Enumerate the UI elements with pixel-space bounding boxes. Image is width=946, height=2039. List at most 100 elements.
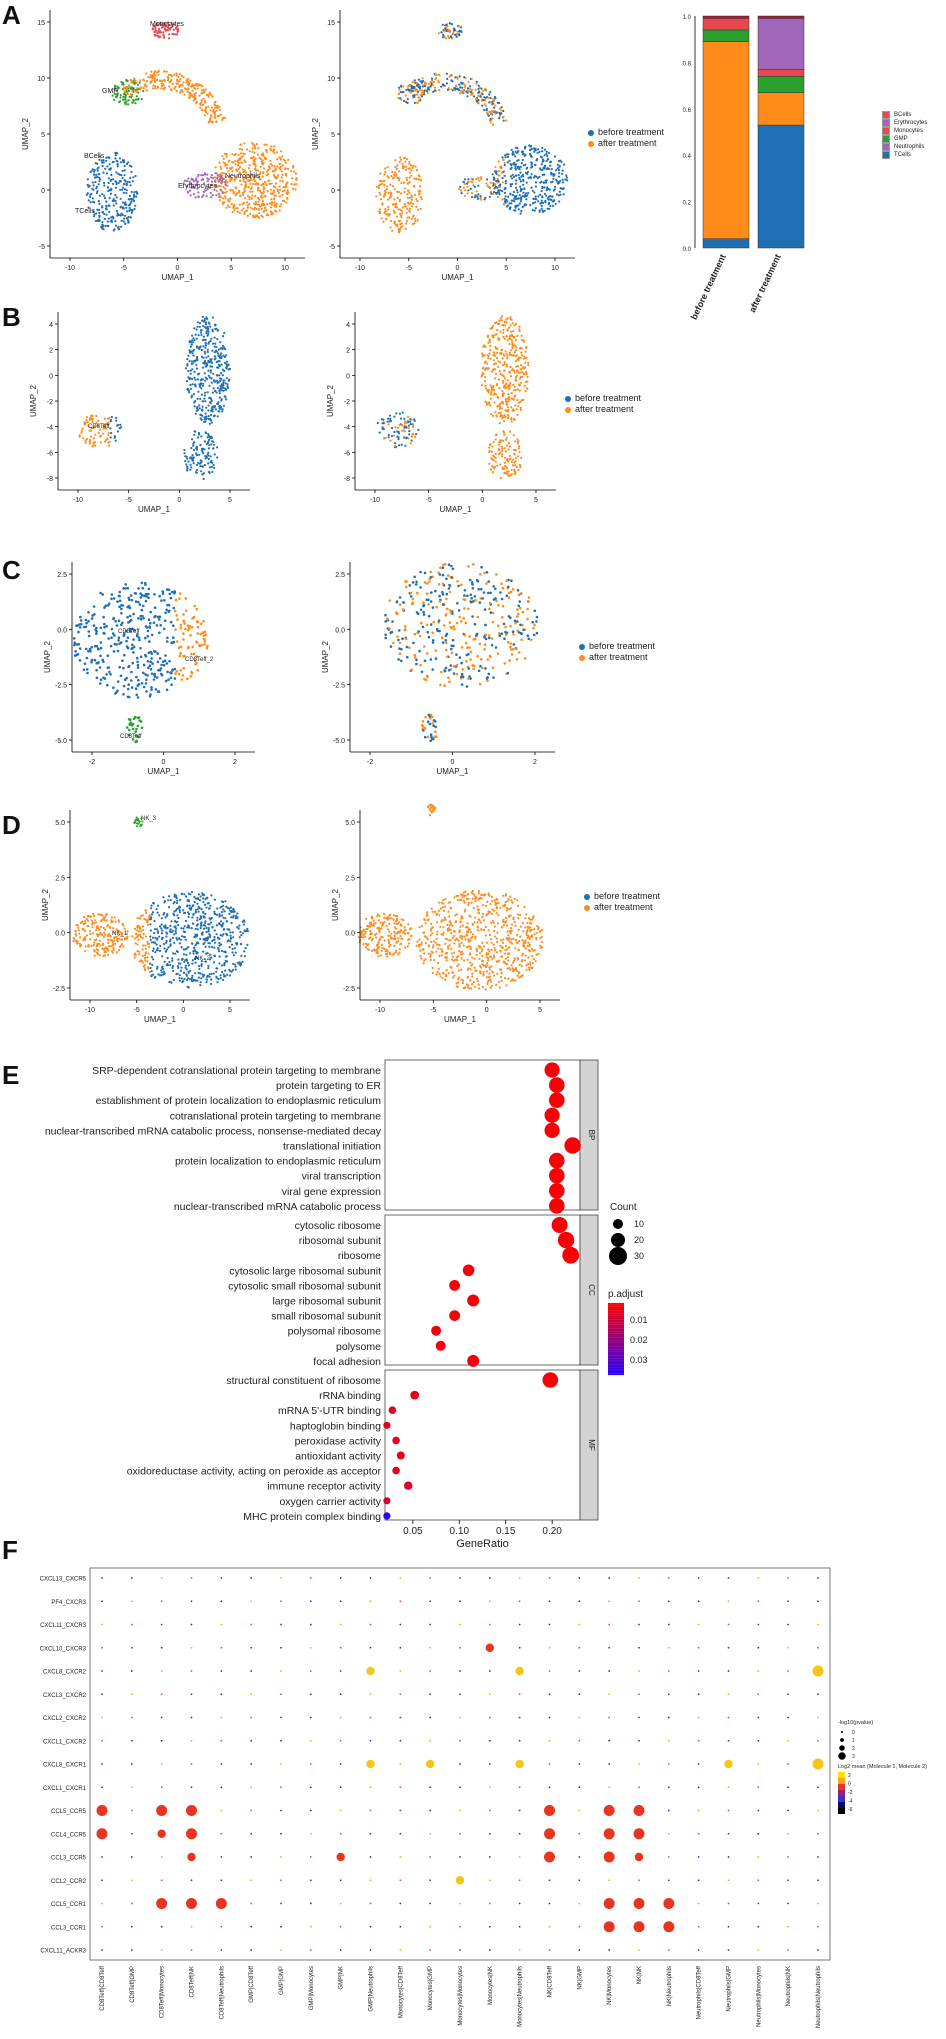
cell-point <box>251 194 254 197</box>
cell-point <box>207 447 210 450</box>
cell-point <box>205 937 208 940</box>
cell-point <box>207 438 211 442</box>
cell-point <box>253 176 256 179</box>
cell-point <box>378 208 382 211</box>
cell-point <box>85 416 88 419</box>
cell-point <box>540 156 543 159</box>
cell-point <box>94 921 98 924</box>
cell-point <box>119 100 122 103</box>
cell-point <box>517 208 520 211</box>
cell-point <box>87 611 90 614</box>
cell-point <box>125 189 128 192</box>
cell-point <box>375 195 378 198</box>
cell-point <box>526 634 530 637</box>
cell-point <box>484 384 487 388</box>
cell-point <box>524 192 527 195</box>
cell-point <box>204 344 208 347</box>
cell-point <box>495 383 498 386</box>
cell-point <box>503 337 506 340</box>
cell-point <box>115 928 119 931</box>
cell-point <box>119 188 122 191</box>
cell-point <box>445 37 448 40</box>
cell-point <box>174 628 177 631</box>
cell-point <box>215 933 218 936</box>
cell-point <box>389 183 392 186</box>
cell-point <box>237 167 240 171</box>
cell-point <box>134 734 138 737</box>
cell-point <box>146 674 149 677</box>
cell-point <box>153 77 156 80</box>
cell-point <box>550 173 553 176</box>
cell-point <box>168 659 171 663</box>
cell-point <box>154 27 157 30</box>
cell-point <box>406 193 409 196</box>
cell-point <box>209 904 212 907</box>
cell-point <box>109 167 112 170</box>
cell-point <box>456 580 459 583</box>
cell-point <box>398 412 402 415</box>
cell-point <box>477 84 480 87</box>
cell-point <box>153 79 156 82</box>
cell-point <box>283 199 286 203</box>
cell-point <box>196 908 199 911</box>
cell-point <box>413 185 416 188</box>
cell-point <box>250 186 253 189</box>
cell-point <box>234 914 237 918</box>
cell-point <box>99 626 103 630</box>
cell-point <box>498 422 501 425</box>
cell-point <box>198 453 201 456</box>
cell-point <box>287 167 290 170</box>
cell-point <box>398 160 401 163</box>
cell-point <box>534 195 537 198</box>
cell-point <box>139 79 142 82</box>
cell-point <box>522 191 525 194</box>
cell-point <box>453 628 456 631</box>
cell-point <box>134 79 137 82</box>
cell-point <box>551 195 554 198</box>
cell-point <box>408 84 411 88</box>
cell-point <box>198 325 201 328</box>
cell-point <box>493 334 496 337</box>
cell-point <box>382 220 385 223</box>
cell-point <box>483 96 486 99</box>
cell-point <box>265 143 268 146</box>
cell-point <box>427 86 430 89</box>
cell-point <box>518 329 521 332</box>
cell-point <box>107 177 110 180</box>
cell-point <box>460 646 464 649</box>
cell-point <box>78 647 82 650</box>
cell-point <box>127 99 130 102</box>
cell-point <box>483 608 487 611</box>
cell-point <box>431 84 435 87</box>
cell-point <box>519 592 522 596</box>
cell-point <box>127 718 131 721</box>
cell-point <box>431 639 435 642</box>
cell-point <box>228 946 231 949</box>
cell-point <box>397 438 400 441</box>
cell-point <box>130 165 133 168</box>
cell-point <box>481 104 484 107</box>
cell-point <box>193 604 196 608</box>
cell-point <box>197 195 200 198</box>
cell-point <box>192 449 196 452</box>
cell-point <box>203 420 206 423</box>
cell-point <box>166 964 169 967</box>
cell-point <box>273 201 276 204</box>
cell-point <box>423 735 427 739</box>
cell-point <box>466 87 470 90</box>
cell-point <box>104 224 107 227</box>
cell-point <box>554 202 557 206</box>
cell-point <box>248 198 251 201</box>
cell-point <box>405 585 408 589</box>
cell-point <box>90 645 94 649</box>
cell-point <box>222 973 225 976</box>
cell-point <box>480 565 483 569</box>
cell-point <box>517 651 521 654</box>
cell-point <box>215 379 218 382</box>
cell-point <box>236 207 239 210</box>
cell-point <box>217 348 220 351</box>
cell-point <box>208 91 212 94</box>
cell-point <box>189 350 192 353</box>
cell-point <box>280 203 283 206</box>
